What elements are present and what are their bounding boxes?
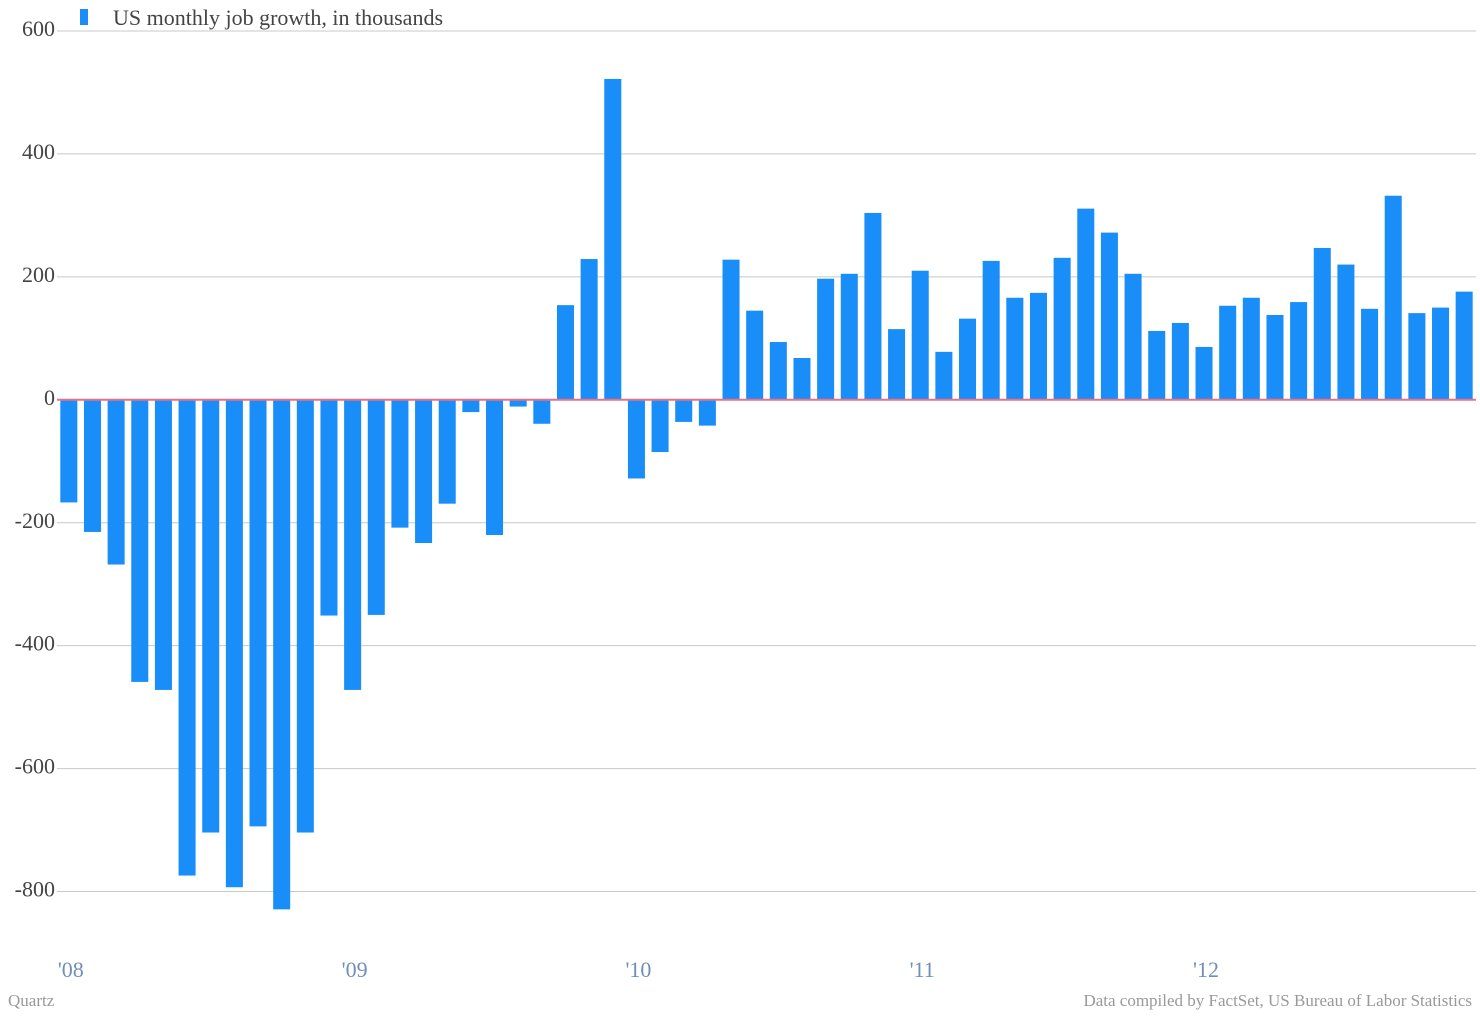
bar <box>509 399 527 407</box>
bar <box>107 399 125 565</box>
bar <box>1219 305 1237 400</box>
bar <box>1029 292 1047 400</box>
bar <box>864 212 882 400</box>
y-tick-label: 600 <box>22 16 55 41</box>
x-tick-label: '11 <box>910 957 935 982</box>
bar <box>344 399 362 690</box>
bar <box>225 399 243 888</box>
bar <box>580 259 598 400</box>
bar <box>1290 302 1308 400</box>
bar <box>698 399 716 426</box>
bar <box>83 399 101 532</box>
bar <box>415 399 433 544</box>
y-tick-label: 0 <box>44 385 55 410</box>
legend-label: US monthly job growth, in thousands <box>113 5 443 30</box>
bar <box>462 399 480 413</box>
bar <box>1432 307 1450 400</box>
bar <box>651 399 669 453</box>
y-tick-label: -400 <box>15 631 55 656</box>
bar <box>1337 264 1355 400</box>
bar <box>746 310 764 400</box>
y-tick-label: -600 <box>15 754 55 779</box>
bar <box>296 399 314 833</box>
bar <box>817 278 835 400</box>
bar <box>131 399 149 682</box>
bar <box>888 329 906 400</box>
bar <box>273 399 291 910</box>
bar <box>911 270 929 400</box>
y-tick-label: -800 <box>15 877 55 902</box>
bar <box>556 305 574 400</box>
x-tick-label: '09 <box>342 957 368 982</box>
bar <box>935 351 953 400</box>
y-tick-label: 200 <box>22 262 55 287</box>
bar <box>1408 313 1426 400</box>
bar <box>1124 273 1142 400</box>
bar <box>1266 314 1284 400</box>
bar <box>1313 247 1331 400</box>
y-tick-label: 400 <box>22 139 55 164</box>
source: Data compiled by FactSet, US Bureau of L… <box>1083 991 1472 1010</box>
x-tick-label: '10 <box>625 957 651 982</box>
bar <box>249 399 267 827</box>
bar <box>1171 322 1189 400</box>
bar <box>1148 330 1166 400</box>
bar <box>60 399 78 503</box>
bar <box>959 318 977 400</box>
bar <box>533 399 551 424</box>
bar <box>627 399 645 479</box>
bar <box>1242 297 1260 400</box>
x-tick-label: '12 <box>1193 957 1219 982</box>
bar <box>982 260 1000 400</box>
bar <box>178 399 196 876</box>
bar <box>1361 308 1379 400</box>
credit: Quartz <box>8 991 55 1010</box>
x-tick-label: '08 <box>58 957 84 982</box>
bar <box>1384 195 1402 400</box>
bar <box>793 358 811 400</box>
legend-swatch <box>80 9 88 25</box>
bar <box>367 399 385 615</box>
bar <box>1195 346 1213 400</box>
bar <box>202 399 220 833</box>
bar <box>1053 257 1071 400</box>
y-tick-label: -200 <box>15 508 55 533</box>
bar <box>438 399 456 504</box>
bar <box>840 273 858 400</box>
bar <box>154 399 172 690</box>
bar <box>722 259 740 400</box>
bar <box>391 399 409 528</box>
bar <box>320 399 338 616</box>
bar <box>1100 232 1118 400</box>
bar <box>769 342 787 400</box>
bar <box>1006 297 1024 400</box>
bar <box>1455 291 1473 400</box>
bar <box>675 399 693 422</box>
bar <box>604 78 622 400</box>
bar <box>1077 208 1095 400</box>
bar <box>486 399 504 536</box>
